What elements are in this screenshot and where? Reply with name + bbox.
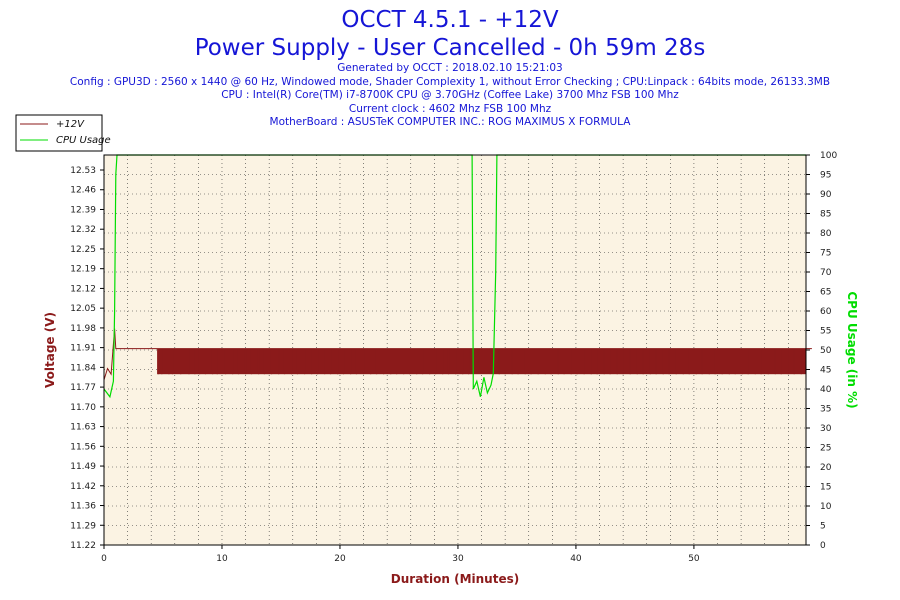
y-tick-label: 11.98 bbox=[70, 324, 96, 334]
x-tick-label: 0 bbox=[101, 554, 107, 564]
y2-tick-label: 100 bbox=[820, 151, 837, 161]
y-tick-label: 11.84 bbox=[70, 363, 96, 373]
chart-title: OCCT 4.5.1 - +12V bbox=[341, 7, 559, 33]
chart-subtitle: Power Supply - User Cancelled - 0h 59m 2… bbox=[194, 35, 706, 61]
y-tick-label: 11.63 bbox=[70, 423, 96, 433]
y2-tick-label: 10 bbox=[820, 502, 832, 512]
y-tick-label: 12.53 bbox=[70, 166, 96, 176]
y2-tick-label: 20 bbox=[820, 463, 832, 473]
y2-axis-title: CPU Usage (in %) bbox=[845, 291, 859, 408]
y-tick-label: 12.25 bbox=[70, 245, 96, 255]
cpu-line bbox=[103, 154, 806, 399]
x-tick-label: 40 bbox=[570, 554, 582, 564]
y2-tick-label: 45 bbox=[820, 366, 831, 376]
y-tick-label: 12.12 bbox=[70, 284, 96, 294]
cpu-line: CPU : Intel(R) Core(TM) i7-8700K CPU @ 3… bbox=[221, 89, 679, 102]
y-tick-label: 12.46 bbox=[70, 186, 96, 196]
y2-tick-label: 85 bbox=[820, 210, 831, 220]
x-tick-label: 10 bbox=[216, 554, 228, 564]
y2-tick-label: 35 bbox=[820, 405, 831, 415]
y-tick-label: 12.19 bbox=[70, 265, 96, 275]
y2-tick-label: 75 bbox=[820, 249, 831, 259]
y-axis-left: 12.53 12.46 12.39 12.32 12.25 12.19 12.12 12.05… bbox=[70, 166, 104, 551]
x-axis: 0 10 20 30 40 50 bbox=[101, 545, 700, 564]
y2-tick-label: 30 bbox=[820, 424, 832, 434]
config-line: Config : GPU3D : 2560 x 1440 @ 60 Hz, Wi… bbox=[69, 75, 831, 88]
y2-tick-label: 5 bbox=[820, 522, 826, 532]
y-tick-label: 11.49 bbox=[70, 462, 96, 472]
y-tick-label: 11.36 bbox=[70, 502, 96, 512]
y2-tick-label: 50 bbox=[820, 346, 832, 356]
y2-tick-label: 55 bbox=[820, 327, 831, 337]
y2-tick-label: 15 bbox=[820, 483, 831, 493]
y2-tick-label: 90 bbox=[820, 190, 832, 200]
y2-tick-label: 40 bbox=[820, 385, 832, 395]
y2-tick-label: 25 bbox=[820, 444, 831, 454]
legend: +12V CPU Usage bbox=[15, 114, 111, 152]
y-tick-label: 11.70 bbox=[70, 403, 96, 413]
cpu-series bbox=[103, 154, 806, 399]
voltage-series bbox=[103, 328, 812, 381]
x-tick-label: 50 bbox=[688, 554, 700, 564]
y2-tick-label: 60 bbox=[820, 307, 832, 317]
motherboard-line: MotherBoard : ASUSTeK COMPUTER INC.: ROG… bbox=[269, 116, 631, 129]
y-axis-right: 1009590858075706560555045403530252015105… bbox=[806, 151, 837, 551]
y2-tick-label: 70 bbox=[820, 268, 832, 278]
y-tick-label: 11.91 bbox=[70, 344, 96, 354]
y-tick-label: 12.39 bbox=[70, 205, 96, 215]
y2-tick-label: 0 bbox=[820, 541, 826, 551]
voltage-oscillation-band bbox=[157, 348, 807, 375]
clock-line: Current clock : 4602 Mhz FSB 100 Mhz bbox=[348, 102, 552, 115]
x-tick-label: 30 bbox=[452, 554, 464, 564]
y2-tick-label: 80 bbox=[820, 229, 832, 239]
y-tick-label: 12.05 bbox=[70, 304, 96, 314]
generated-line: Generated by OCCT : 2018.02.10 15:21:03 bbox=[337, 62, 563, 74]
y2-tick-label: 65 bbox=[820, 288, 831, 298]
y2-tick-label: 95 bbox=[820, 171, 831, 181]
y-tick-label: 11.56 bbox=[70, 442, 96, 452]
legend-label-cpu: CPU Usage bbox=[56, 135, 111, 146]
legend-box bbox=[15, 114, 103, 152]
y-axis-title: Voltage (V) bbox=[43, 312, 57, 388]
x-tick-label: 20 bbox=[334, 554, 346, 564]
x-axis-title: Duration (Minutes) bbox=[391, 572, 519, 586]
y-tick-label: 12.32 bbox=[70, 225, 96, 235]
y-tick-label: 11.22 bbox=[70, 541, 96, 551]
legend-label-voltage: +12V bbox=[56, 119, 85, 130]
y-tick-label: 11.29 bbox=[70, 521, 96, 531]
y-tick-label: 11.77 bbox=[70, 383, 96, 393]
y-tick-label: 11.42 bbox=[70, 482, 96, 492]
